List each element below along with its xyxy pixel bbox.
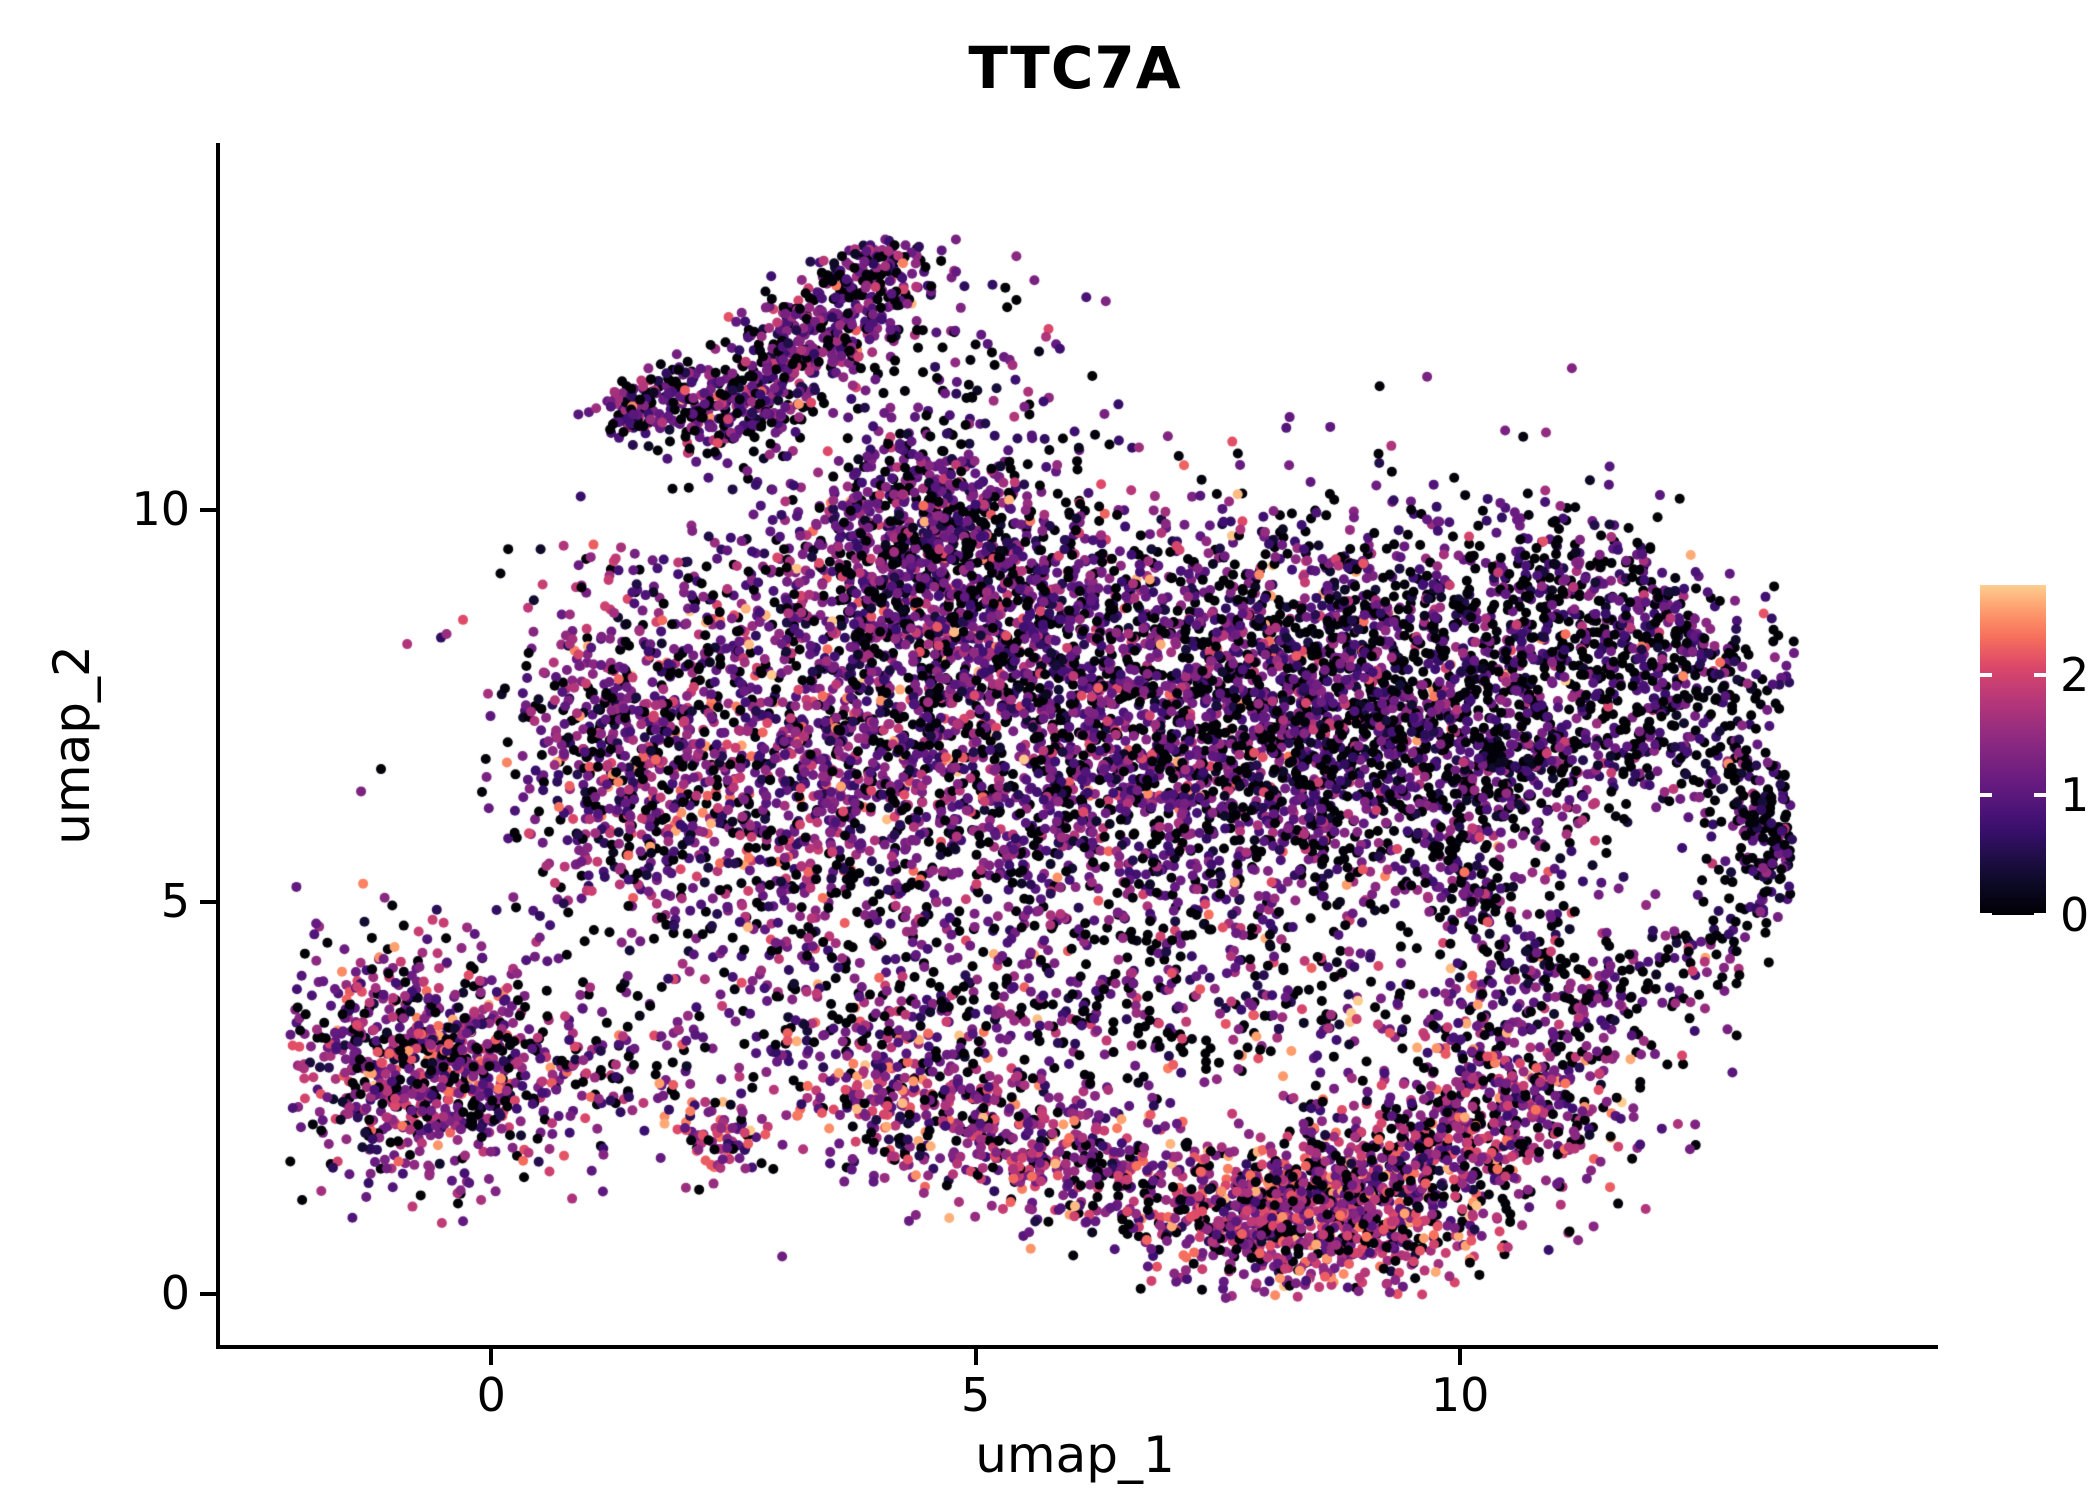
colorbar-tick-mark bbox=[2034, 913, 2046, 917]
x-tick-mark bbox=[973, 1349, 978, 1365]
colorbar-tick-mark bbox=[1980, 793, 1992, 797]
colorbar-tick-label: 2 bbox=[2060, 648, 2090, 702]
y-axis-label: umap_2 bbox=[43, 645, 101, 845]
y-axis-line bbox=[216, 143, 220, 1349]
y-tick-label: 10 bbox=[131, 481, 190, 536]
x-tick-label: 5 bbox=[961, 1368, 991, 1422]
colorbar: 0 1 2 bbox=[1980, 585, 2100, 942]
y-tick-mark bbox=[200, 1292, 216, 1297]
colorbar-tick-label: 1 bbox=[2060, 768, 2090, 822]
colorbar-tick-mark bbox=[1980, 913, 1992, 917]
y-tick-label: 5 bbox=[160, 873, 190, 928]
x-tick-mark bbox=[1458, 1349, 1463, 1365]
x-axis-line bbox=[216, 1345, 1938, 1349]
colorbar-tick-mark bbox=[2034, 673, 2046, 677]
colorbar-tick-mark bbox=[2034, 793, 2046, 797]
y-tick-mark bbox=[200, 899, 216, 904]
x-axis-label: umap_1 bbox=[975, 1426, 1175, 1484]
y-tick-mark bbox=[200, 507, 216, 512]
colorbar-gradient bbox=[1980, 585, 2046, 917]
x-tick-mark bbox=[489, 1349, 494, 1365]
x-tick-label: 10 bbox=[1430, 1368, 1490, 1422]
colorbar-tick-mark bbox=[1980, 673, 1992, 677]
y-tick-label: 0 bbox=[160, 1266, 190, 1321]
colorbar-tick-label: 0 bbox=[2060, 888, 2090, 942]
x-tick-label: 0 bbox=[476, 1368, 506, 1422]
